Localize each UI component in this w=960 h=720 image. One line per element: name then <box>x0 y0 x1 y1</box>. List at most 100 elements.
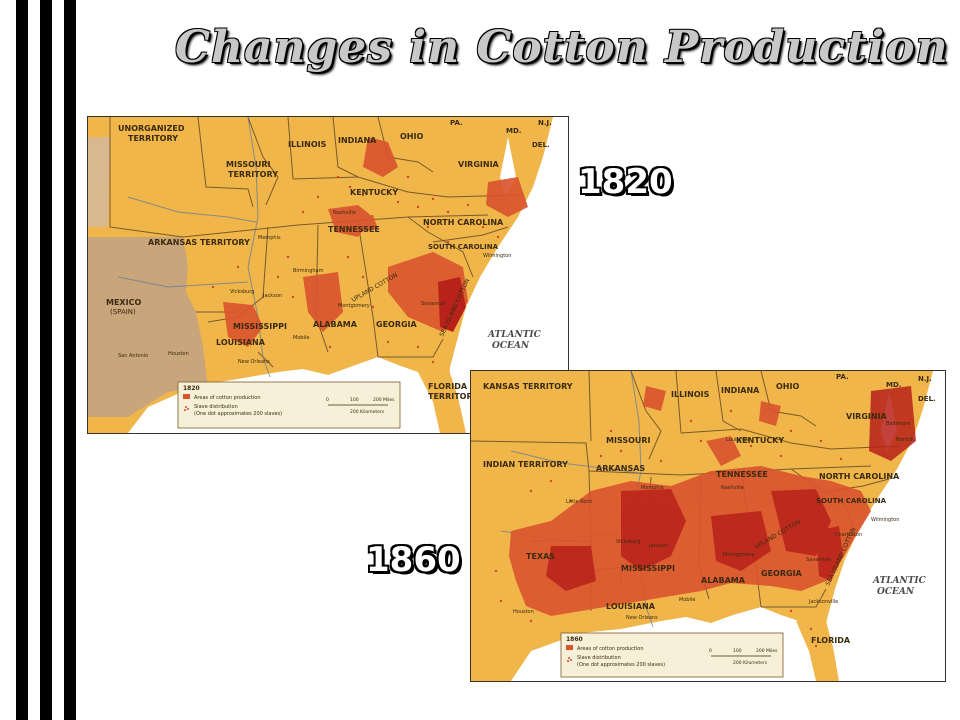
label-kansas-territory: KANSAS TERRITORY <box>483 382 573 391</box>
label-indian-territory: INDIAN TERRITORY <box>483 460 568 469</box>
mexico-region <box>88 237 208 417</box>
legend-areas: Areas of cotton production <box>194 395 261 401</box>
legend-slave: Slave distribution <box>194 404 238 410</box>
label-md: MD. <box>886 381 901 389</box>
city-montgomery: Montgomery <box>723 552 755 558</box>
city-baltimore: Baltimore <box>886 421 910 427</box>
label-mexico: MEXICO <box>106 298 141 307</box>
label-indiana: INDIANA <box>721 386 760 395</box>
city-montgomery: Montgomery <box>338 303 370 309</box>
label-ocean: OCEAN <box>492 341 530 351</box>
legend-scale-miles: 200 Miles <box>373 397 395 403</box>
city-houston: Houston <box>168 351 189 357</box>
label-south-carolina: SOUTH CAROLINA <box>428 243 499 251</box>
label-ohio: OHIO <box>400 132 423 141</box>
label-florida: FLORIDA <box>811 636 851 645</box>
label-pa: PA. <box>450 119 463 127</box>
city-savannah: Savannah <box>806 557 831 563</box>
label-illinois: ILLINOIS <box>671 390 710 399</box>
legend-scale-miles: 200 Miles <box>756 648 778 654</box>
city-san-antonio: San Antonio <box>118 353 148 359</box>
year-label-1820: 1820 <box>578 162 673 202</box>
label-kentucky: KENTUCKY <box>350 188 398 197</box>
city-jacksonville: Jacksonville <box>808 599 838 605</box>
label-missouri: MISSOURI <box>606 436 651 445</box>
city-louisville: Louisville <box>726 437 749 443</box>
label-texas: TEXAS <box>526 552 555 561</box>
decor-bar-2 <box>40 0 52 720</box>
label-del: DEL. <box>532 141 550 149</box>
map-1820: UNORGANIZED TERRITORY MISSOURI TERRITORY… <box>87 116 569 434</box>
label-unorganized: UNORGANIZED <box>118 124 185 133</box>
map-1860-svg: KANSAS TERRITORY ILLINOIS INDIANA OHIO P… <box>471 371 945 681</box>
label-louisiana: LOUISIANA <box>216 338 266 347</box>
legend-scale-zero: 0 <box>709 648 712 654</box>
slave-dots-1820 <box>211 175 500 364</box>
city-nashville: Nashville <box>721 485 744 491</box>
city-birmingham: Birmingham <box>293 268 324 274</box>
legend-slave-note: (One dot approximates 200 slaves) <box>577 662 665 668</box>
label-tennessee: TENNESSEE <box>716 470 768 479</box>
label-atlantic: ATLANTIC <box>487 330 542 340</box>
sea-island-cotton-area <box>438 277 466 332</box>
label-atlantic: ATLANTIC <box>872 576 927 586</box>
label-illinois: ILLINOIS <box>288 140 327 149</box>
city-wilmington: Wilmington <box>871 517 899 523</box>
atlantic-water <box>823 371 945 681</box>
label-indiana: INDIANA <box>338 136 377 145</box>
map-1860: KANSAS TERRITORY ILLINOIS INDIANA OHIO P… <box>470 370 946 682</box>
city-norfolk: Norfolk <box>896 437 914 443</box>
city-wilmington: Wilmington <box>483 253 511 259</box>
label-georgia: GEORGIA <box>376 320 418 329</box>
label-md: MD. <box>506 127 521 135</box>
legend-1860: 1860 Areas of cotton production Slave di… <box>560 632 784 678</box>
city-jackson: Jackson <box>648 543 668 549</box>
label-mississippi: MISSISSIPPI <box>621 564 675 573</box>
label-virginia: VIRGINIA <box>458 160 500 169</box>
label-kentucky: KENTUCKY <box>736 436 784 445</box>
page-title: Changes in Cotton Production <box>175 22 949 73</box>
label-mississippi: MISSISSIPPI <box>233 322 287 331</box>
legend-slave: Slave distribution <box>577 655 621 661</box>
atlantic-water <box>448 117 568 433</box>
city-new-orleans: New Orleans <box>238 359 270 365</box>
city-nashville: Nashville <box>333 210 356 216</box>
city-memphis: Memphis <box>258 235 281 241</box>
label-ocean: OCEAN <box>877 587 915 597</box>
label-nj: N.J. <box>538 119 552 127</box>
legend-slave-note: (One dot approximates 200 slaves) <box>194 411 282 417</box>
city-vicksburg: Vicksburg <box>616 539 640 545</box>
label-north-carolina: NORTH CAROLINA <box>819 472 900 481</box>
slave-dots-1860 <box>494 409 843 648</box>
label-spain: (SPAIN) <box>110 308 136 316</box>
label-south-carolina: SOUTH CAROLINA <box>816 497 887 505</box>
label-louisiana: LOUISIANA <box>606 602 656 611</box>
decor-bar-1 <box>16 0 28 720</box>
label-missouri-territory: TERRITORY <box>228 170 278 179</box>
label-pa: PA. <box>836 373 849 381</box>
label-north-carolina: NORTH CAROLINA <box>423 218 504 227</box>
label-florida-territory: TERRITORY <box>428 392 478 401</box>
decor-bar-3 <box>64 0 76 720</box>
label-alabama: ALABAMA <box>701 576 746 585</box>
city-mobile: Mobile <box>293 335 309 341</box>
city-houston: Houston <box>513 609 534 615</box>
legend-year: 1860 <box>566 636 583 643</box>
label-unorganized-territory: TERRITORY <box>128 134 178 143</box>
city-savannah: Savannah <box>421 301 446 307</box>
cotton-dense-1860 <box>546 386 916 591</box>
city-vicksburg: Vicksburg <box>230 289 254 295</box>
label-nj: N.J. <box>918 375 932 383</box>
legend-areas: Areas of cotton production <box>577 646 644 652</box>
legend-year: 1820 <box>183 385 200 392</box>
city-mobile: Mobile <box>679 597 695 603</box>
label-florida: FLORIDA <box>428 382 468 391</box>
label-del: DEL. <box>918 395 936 403</box>
legend-1820: 1820 Areas of cotton production Slave di… <box>177 381 401 429</box>
label-tennessee: TENNESSEE <box>328 225 380 234</box>
legend-scale-km: 200 Kilometers <box>350 409 385 415</box>
label-arkansas-territory: ARKANSAS TERRITORY <box>148 238 250 247</box>
legend-scale-hundred: 100 <box>733 648 742 654</box>
label-missouri: MISSOURI <box>226 160 271 169</box>
label-alabama: ALABAMA <box>313 320 358 329</box>
